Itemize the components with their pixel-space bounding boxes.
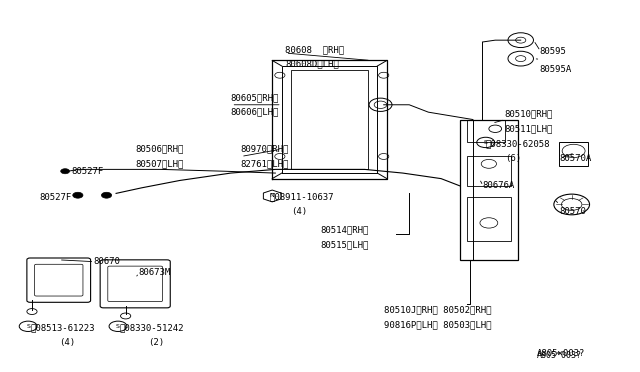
Bar [467, 197, 511, 241]
Text: A805*003?: A805*003? [537, 351, 582, 360]
Text: 80510J〈RH〉 80502〈RH〉: 80510J〈RH〉 80502〈RH〉 [384, 305, 492, 314]
Text: ⓝ08911-10637: ⓝ08911-10637 [269, 193, 333, 202]
Circle shape [61, 169, 70, 174]
Bar [291, 70, 368, 169]
Bar [559, 142, 588, 166]
Text: (4): (4) [291, 207, 307, 217]
Text: 80595: 80595 [540, 47, 566, 56]
Text: S: S [26, 324, 30, 329]
Text: 80570A: 80570A [559, 154, 591, 163]
Text: N: N [270, 193, 275, 199]
Text: 80511〈LH〉: 80511〈LH〉 [505, 124, 553, 133]
Text: A805×003?: A805×003? [537, 350, 585, 359]
Bar [467, 157, 511, 186]
Text: 90816P〈LH〉 80503〈LH〉: 90816P〈LH〉 80503〈LH〉 [384, 320, 492, 329]
Text: 80595A: 80595A [540, 65, 572, 74]
Text: Ⓝ08330-62058: Ⓝ08330-62058 [486, 139, 550, 148]
Text: (4): (4) [59, 339, 75, 347]
Text: 80527F: 80527F [72, 167, 104, 176]
Text: 80605〈RH〉: 80605〈RH〉 [231, 93, 279, 102]
Text: S: S [116, 324, 120, 329]
Text: S: S [484, 140, 488, 145]
Text: 80673M: 80673M [138, 268, 171, 277]
Text: 80510〈RH〉: 80510〈RH〉 [505, 109, 553, 119]
Bar [460, 119, 518, 260]
Circle shape [73, 192, 83, 198]
Text: 80506〈RH〉: 80506〈RH〉 [135, 145, 184, 154]
Text: 80514〈RH〉: 80514〈RH〉 [320, 226, 369, 235]
Text: (6): (6) [505, 154, 521, 163]
Text: 80515〈LH〉: 80515〈LH〉 [320, 241, 369, 250]
Text: Ⓝ08330-51242: Ⓝ08330-51242 [119, 324, 184, 333]
Text: 80606〈LH〉: 80606〈LH〉 [231, 108, 279, 117]
Text: 80507〈LH〉: 80507〈LH〉 [135, 159, 184, 169]
Text: 80670: 80670 [94, 257, 121, 266]
Text: 80608D〈LH〉: 80608D〈LH〉 [285, 60, 339, 69]
Text: Ⓝ08513-61223: Ⓝ08513-61223 [30, 324, 95, 333]
Text: (2): (2) [148, 339, 164, 347]
Bar [467, 119, 505, 142]
Circle shape [101, 192, 111, 198]
Text: 80608  〈RH〉: 80608 〈RH〉 [285, 45, 344, 54]
Text: 80570: 80570 [559, 207, 586, 217]
Text: 80970〈RH〉: 80970〈RH〉 [241, 145, 289, 154]
Text: 80527F: 80527F [40, 193, 72, 202]
Text: 80676A: 80676A [483, 182, 515, 190]
Text: 82761〈LH〉: 82761〈LH〉 [241, 159, 289, 169]
